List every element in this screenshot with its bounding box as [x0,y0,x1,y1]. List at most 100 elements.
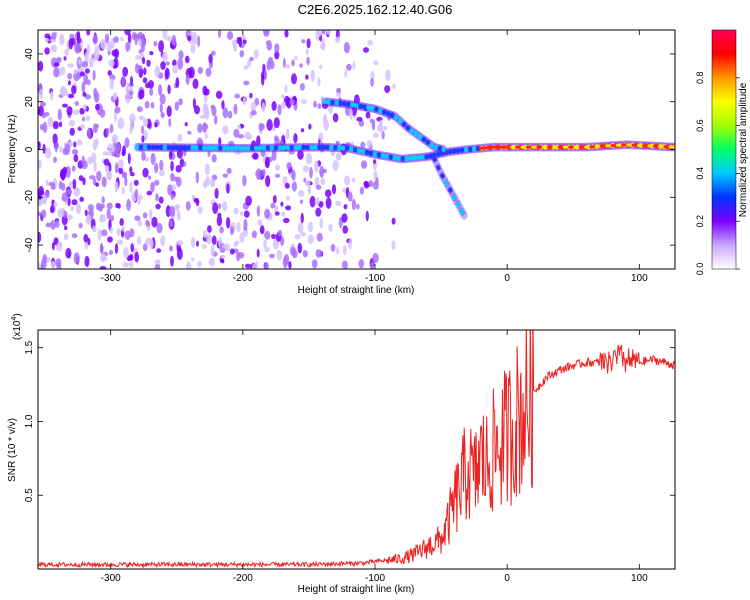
noise-speckle [319,217,324,229]
noise-speckle [82,91,87,97]
noise-speckle [86,44,91,56]
noise-speckle [356,203,360,210]
noise-speckle [195,198,200,207]
noise-speckle [76,203,81,214]
noise-speckle [286,162,292,170]
noise-speckle [71,199,78,206]
noise-speckle [154,65,160,78]
track-point [182,145,187,151]
track-point [178,145,183,151]
noise-speckle [118,167,124,175]
noise-speckle [272,195,277,204]
noise-speckle [336,246,340,255]
noise-speckle [111,145,115,153]
x-tick-label: 0 [504,573,510,584]
noise-speckle [125,92,131,104]
noise-speckle [175,204,179,212]
noise-speckle [64,143,71,156]
noise-speckle [159,159,164,171]
noise-speckle [237,134,245,139]
noise-speckle [361,160,368,169]
noise-speckle [150,153,156,165]
noise-speckle [147,175,152,180]
noise-speckle [239,232,245,243]
track-point [405,125,411,131]
noise-speckle [42,143,46,154]
noise-speckle [261,102,266,113]
noise-speckle [299,63,303,68]
noise-speckle [206,233,212,245]
noise-speckle [104,33,110,44]
noise-speckle [297,190,305,197]
track-point [448,187,453,193]
track-point [404,156,409,162]
noise-speckle [121,186,125,195]
noise-speckle [255,168,262,181]
noise-speckle [384,85,391,94]
track-point [222,145,227,151]
noise-speckle [177,240,184,246]
noise-speckle [204,93,208,103]
noise-speckle [300,212,304,224]
noise-speckle [151,216,158,228]
track-point [374,106,379,112]
noise-speckle [250,110,257,116]
track-point [354,102,359,109]
noise-speckle [297,222,304,234]
noise-speckle [122,261,129,268]
track-point [460,147,465,153]
noise-speckle [68,119,75,127]
noise-speckle [63,225,68,231]
noise-speckle [119,218,124,226]
noise-speckle [185,74,190,85]
noise-speckle [144,101,150,109]
noise-speckle [79,71,85,77]
noise-speckle [313,100,317,108]
noise-speckle [127,153,131,165]
noise-speckle [370,78,374,87]
noise-speckle [78,175,84,182]
track-point [277,145,282,151]
noise-speckle [250,102,257,112]
noise-speckle [71,233,78,239]
track-point [372,151,378,157]
y-tick-label: 1.5 [24,340,35,354]
noise-speckle [183,161,187,167]
noise-speckle [133,179,139,186]
noise-speckle [332,113,339,123]
track-point [397,118,403,124]
track-point [301,144,306,150]
noise-speckle [274,211,280,216]
noise-speckle [392,83,396,90]
noise-speckle [138,38,142,47]
noise-speckle [185,201,191,211]
noise-speckle [76,37,82,44]
noise-speckle [73,154,79,163]
noise-speckle [67,93,75,99]
noise-speckle [302,250,308,258]
noise-speckle [61,66,66,75]
noise-speckle [299,199,304,204]
noise-speckle [323,119,330,131]
noise-speckle [190,43,196,54]
noise-speckle [219,226,224,234]
track-point [334,100,339,106]
noise-speckle [314,197,320,206]
track-point [376,152,382,158]
track-point [273,145,279,151]
noise-speckle [227,140,235,147]
noise-speckle [360,141,366,149]
noise-speckle [109,227,113,234]
noise-speckle [101,196,105,204]
noise-speckle [207,225,212,233]
noise-speckle [156,222,163,234]
noise-speckle [244,263,252,269]
noise-speckle [137,219,142,227]
track-point [424,154,429,160]
noise-speckle [38,105,44,117]
noise-speckle [288,261,292,269]
track-point [452,148,457,154]
track-point [350,102,355,108]
noise-speckle [73,187,81,197]
noise-speckle [153,40,158,47]
